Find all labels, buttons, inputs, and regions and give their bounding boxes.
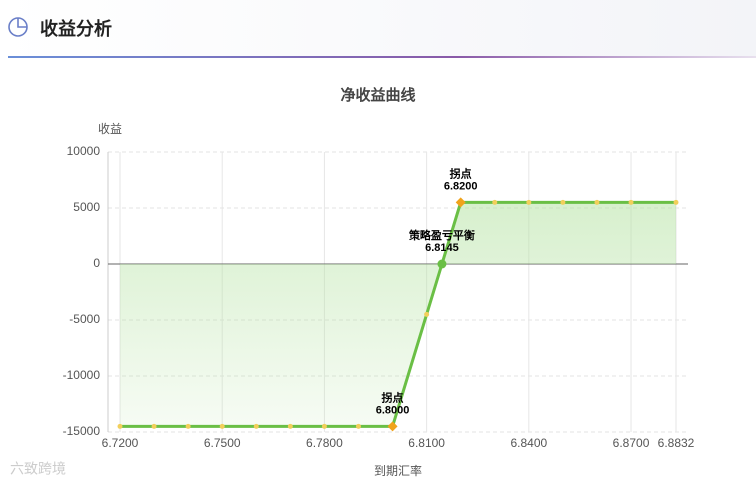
y-tick-label: 0 bbox=[93, 256, 100, 270]
annotation-text: 策略盈亏平衡 bbox=[408, 228, 475, 242]
point bbox=[673, 199, 679, 205]
annotation-text: 拐点 bbox=[450, 166, 472, 180]
y-tick-label: -5000 bbox=[69, 312, 100, 326]
x-tick-label: 6.8832 bbox=[658, 436, 695, 450]
x-tick-label: 6.7500 bbox=[204, 436, 241, 450]
annotation-value: 6.8200 bbox=[444, 180, 478, 192]
x-tick-label: 6.7200 bbox=[102, 436, 139, 450]
y-tick-label: 5000 bbox=[73, 200, 100, 214]
annotation-value: 6.8145 bbox=[425, 242, 459, 254]
header: 收益分析 bbox=[0, 0, 756, 58]
point bbox=[321, 423, 327, 429]
point bbox=[287, 423, 293, 429]
y-tick-label: -15000 bbox=[63, 424, 101, 438]
point bbox=[355, 423, 361, 429]
y-axis-label: 收益 bbox=[98, 122, 122, 136]
header-title: 收益分析 bbox=[40, 19, 112, 39]
point bbox=[151, 423, 157, 429]
point bbox=[455, 197, 466, 208]
line bbox=[120, 200, 676, 428]
point bbox=[219, 423, 225, 429]
x-axis-label: 到期汇率 bbox=[374, 463, 422, 478]
point bbox=[628, 199, 634, 205]
pie-icon bbox=[8, 17, 28, 37]
area bbox=[120, 202, 676, 427]
x-tick-label: 6.8700 bbox=[613, 436, 650, 450]
point bbox=[253, 423, 259, 429]
point bbox=[117, 423, 123, 429]
annotation-value: 6.8000 bbox=[376, 404, 410, 416]
point bbox=[594, 199, 600, 205]
point bbox=[492, 199, 498, 205]
x-tick-label: 6.8400 bbox=[510, 436, 547, 450]
x-tick-label: 6.7800 bbox=[306, 436, 343, 450]
y-tick-label: -10000 bbox=[63, 368, 101, 382]
point bbox=[387, 421, 398, 432]
point bbox=[424, 311, 430, 317]
divider bbox=[8, 56, 756, 58]
x-tick-label: 6.8100 bbox=[408, 436, 445, 450]
annotation-text: 拐点 bbox=[382, 390, 404, 404]
point bbox=[526, 199, 532, 205]
point bbox=[185, 423, 191, 429]
watermark: 六致跨境 bbox=[10, 461, 66, 477]
y-tick-label: 10000 bbox=[67, 144, 101, 158]
point bbox=[560, 199, 566, 205]
chart-title: 净收益曲线 bbox=[340, 86, 415, 104]
point bbox=[437, 259, 447, 269]
